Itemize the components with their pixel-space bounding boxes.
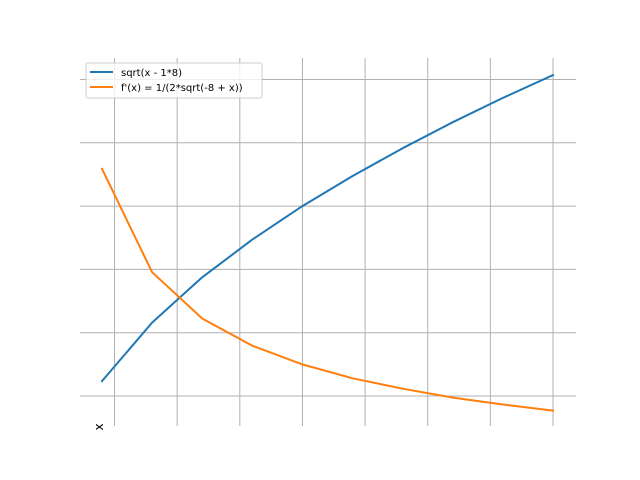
legend-label-derivative: f'(x) = 1/(2*sqrt(-8 + x)) xyxy=(121,83,243,94)
legend: sqrt(x - 1*8) f'(x) = 1/(2*sqrt(-8 + x)) xyxy=(85,62,263,99)
legend-label-sqrt: sqrt(x - 1*8) xyxy=(121,68,182,79)
grid xyxy=(80,58,576,426)
series-lines xyxy=(100,73,555,412)
series-line-1 xyxy=(100,167,555,412)
x-axis-label: x xyxy=(92,423,106,430)
legend-box xyxy=(85,62,263,99)
series-line-0 xyxy=(100,73,555,383)
